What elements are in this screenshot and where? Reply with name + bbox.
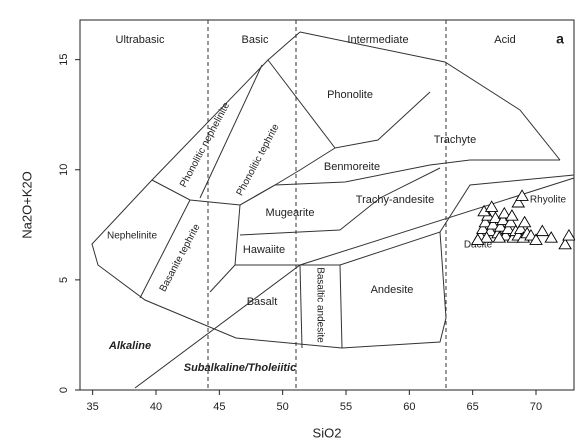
panel-label: a	[556, 31, 564, 47]
point	[486, 217, 500, 230]
field-label: Hawaiite	[243, 244, 285, 256]
point	[544, 231, 558, 243]
point	[529, 233, 543, 245]
series-label: Alkaline	[108, 340, 151, 352]
field-label: Mugearite	[266, 207, 315, 219]
point	[493, 220, 508, 232]
point	[478, 215, 493, 228]
field-label: Rhyolite	[530, 195, 567, 206]
plot-frame	[79, 19, 575, 391]
region-label: Intermediate	[347, 34, 408, 46]
x-tick-label: 45	[213, 401, 225, 413]
point	[562, 228, 575, 241]
point	[503, 215, 518, 228]
x-tick-label: 60	[403, 401, 415, 413]
y-axis-label: Na2O+K2O	[19, 171, 34, 239]
field-boundaries	[91, 20, 575, 390]
y-tick-label: 0	[58, 387, 70, 393]
y-tick-label: 15	[58, 54, 70, 66]
x-axis-label: SiO2	[313, 425, 342, 440]
point	[514, 222, 528, 234]
point	[497, 206, 512, 219]
y-tick-label: 10	[58, 164, 70, 176]
x-tick-label: 65	[467, 401, 479, 413]
point	[470, 233, 485, 245]
point	[501, 222, 515, 234]
x-tick-label: 55	[340, 401, 352, 413]
point	[492, 231, 507, 243]
field-label: Basaltic andesite	[314, 267, 325, 343]
point	[476, 222, 490, 234]
point	[505, 209, 519, 221]
x-tick-label: 50	[277, 401, 289, 413]
field-label: Andesite	[371, 284, 414, 296]
point	[535, 224, 550, 237]
point	[558, 237, 572, 250]
region-label: Acid	[494, 34, 515, 46]
point	[511, 195, 526, 208]
field-label: Basalt	[247, 296, 278, 308]
point	[484, 200, 499, 212]
region-label: Ultrabasic	[116, 34, 165, 46]
field-label: Benmoreite	[324, 161, 380, 173]
y-tick-label: 5	[58, 277, 70, 283]
point	[517, 215, 532, 228]
field-label: Trachyte	[434, 134, 476, 146]
field-label: Trachy-andesite	[356, 194, 434, 206]
field-label: Phonolite	[327, 89, 373, 101]
field-label: Dacite	[464, 240, 493, 251]
region-label: Basic	[242, 34, 269, 46]
x-tick-label: 70	[530, 401, 542, 413]
field-label: Basanite tephrite	[158, 222, 203, 294]
point	[515, 189, 529, 201]
field-label: Nephelinite	[107, 231, 157, 242]
x-tick-label: 35	[87, 401, 99, 413]
series-label: Subalkaline/Tholeiitic	[184, 362, 296, 374]
x-tick-label: 40	[150, 401, 162, 413]
field-label: Phonolitic tephrite	[235, 122, 282, 198]
point	[479, 231, 494, 243]
